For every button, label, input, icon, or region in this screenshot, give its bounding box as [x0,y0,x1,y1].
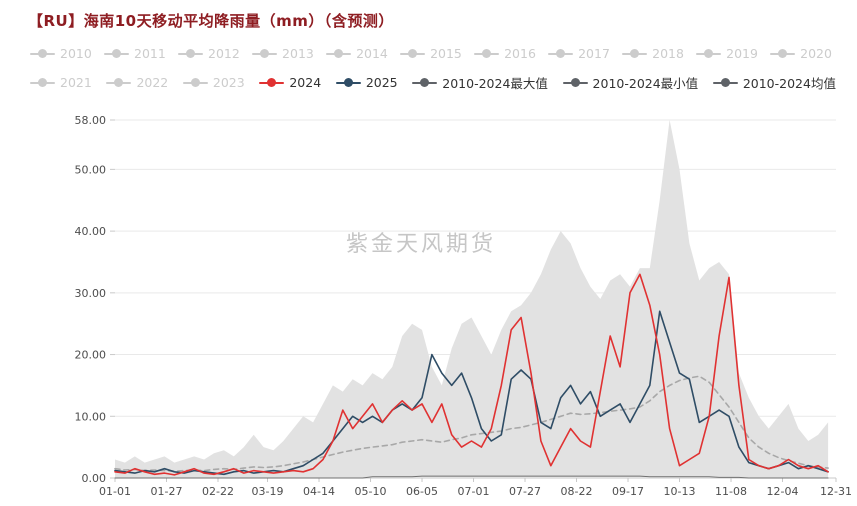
legend-line-dot-icon [104,49,130,59]
y-tick-label: 58.00 [75,114,107,127]
y-tick-label: 40.00 [75,225,107,238]
legend-item-2016[interactable]: 2016 [474,46,536,61]
legend-line-dot-icon [106,78,132,88]
legend-label: 2011 [134,46,166,61]
x-tick-label: 09-17 [612,485,644,498]
legend-label: 2016 [504,46,536,61]
y-tick-label: 20.00 [75,349,107,362]
legend-item-2022[interactable]: 2022 [106,75,168,90]
x-tick-label: 02-22 [202,485,234,498]
series-line-2024 [114,273,829,476]
legend-item-2014[interactable]: 2014 [326,46,388,61]
legend-line-dot-icon [622,49,648,59]
legend-line-dot-icon [326,49,352,59]
legend-label: 2025 [365,75,398,90]
legend-line-dot-icon [696,49,722,59]
legend-item-2012[interactable]: 2012 [178,46,240,61]
legend-item-2015[interactable]: 2015 [400,46,462,61]
x-tick-label: 10-13 [664,485,696,498]
legend-line-dot-icon [562,78,588,88]
legend-item-2024[interactable]: 2024 [259,75,321,90]
x-tick-label: 12-04 [767,485,799,498]
x-tick-label: 12-31 [820,485,852,498]
y-tick-label: 50.00 [75,163,107,176]
legend-label: 2013 [282,46,314,61]
legend-line-dot-icon [30,49,55,59]
legend-label: 2010 [60,46,92,61]
y-tick-label: 0.00 [82,472,107,485]
legend-label: 2010-2024均值 [742,76,836,91]
watermark-text: 紫金天风期货 [345,232,497,257]
x-tick-label: 11-08 [715,485,747,498]
legend-label: 2015 [430,46,462,61]
legend-item-2017[interactable]: 2017 [548,46,610,61]
legend-label: 2012 [208,46,240,61]
legend-item-2020[interactable]: 2020 [770,46,832,61]
legend-item-2010[interactable]: 2010 [30,46,92,61]
legend-row-years-1: 2010 2011 2012 2013 2014 2015 2016 2017 2018 2019… [30,46,832,61]
legend-label: 2018 [652,46,684,61]
legend-item-min[interactable]: 2010-2024最小值 [562,73,699,92]
x-tick-label: 07-01 [458,485,490,498]
legend-label: 2020 [800,46,832,61]
legend-item-2025[interactable]: 2025 [335,75,398,90]
x-tick-label: 05-10 [355,485,387,498]
x-tick-label: 01-27 [151,485,183,498]
legend-label: 2017 [578,46,610,61]
y-tick-label: 10.00 [75,410,107,423]
y-tick-label: 30.00 [75,287,107,300]
legend-line-dot-icon [400,49,426,59]
legend-item-mean[interactable]: 2010-2024均值 [712,73,836,92]
legend-line-dot-icon [30,78,55,88]
x-tick-label: 08-22 [561,485,593,498]
rainfall-chart-plot: 0.00 10.00 20.00 30.00 40.00 50.00 58.00 01-01 0… [75,114,852,498]
legend-line-dot-icon [182,78,208,88]
legend-line-dot-icon [548,49,574,59]
legend-label: 2014 [356,46,388,61]
legend-label: 2019 [726,46,758,61]
legend-item-2019[interactable]: 2019 [696,46,758,61]
legend-label: 2021 [60,75,92,90]
legend-item-2021[interactable]: 2021 [30,75,92,90]
legend-line-dot-icon [712,78,738,88]
x-tick-label: 07-27 [509,485,541,498]
legend-line-dot-icon [474,49,500,59]
legend-item-2018[interactable]: 2018 [622,46,684,61]
legend-line-dot-icon [412,78,438,88]
series-min-line [114,475,829,479]
x-tick-label: 03-19 [252,485,284,498]
legend-line-dot-icon [259,78,285,88]
x-tick-label: 01-01 [99,485,131,498]
x-tick-label: 04-14 [303,485,335,498]
legend-line-dot-icon [770,49,796,59]
legend-label: 2010-2024最大值 [442,76,548,91]
legend-label: 2022 [136,75,169,90]
legend-label: 2010-2024最小值 [592,76,699,91]
x-tick-label: 06-05 [406,485,438,498]
legend-item-max[interactable]: 2010-2024最大值 [412,73,548,92]
page-title: 【RU】海南10天移动平均降雨量（mm）（含预测） [28,12,394,30]
legend-item-2011[interactable]: 2011 [104,46,166,61]
legend-row-years-2: 2021 2022 2023 2024 2025 2010-2024最大值 2010-202… [30,73,836,92]
legend-line-dot-icon [178,49,204,59]
legend-label: 2023 [212,75,245,90]
legend-line-dot-icon [335,78,361,88]
series-max-band [115,120,829,478]
legend-line-dot-icon [252,49,278,59]
legend-label: 2024 [289,75,322,90]
legend-item-2013[interactable]: 2013 [252,46,314,61]
legend-item-2023[interactable]: 2023 [182,75,245,90]
